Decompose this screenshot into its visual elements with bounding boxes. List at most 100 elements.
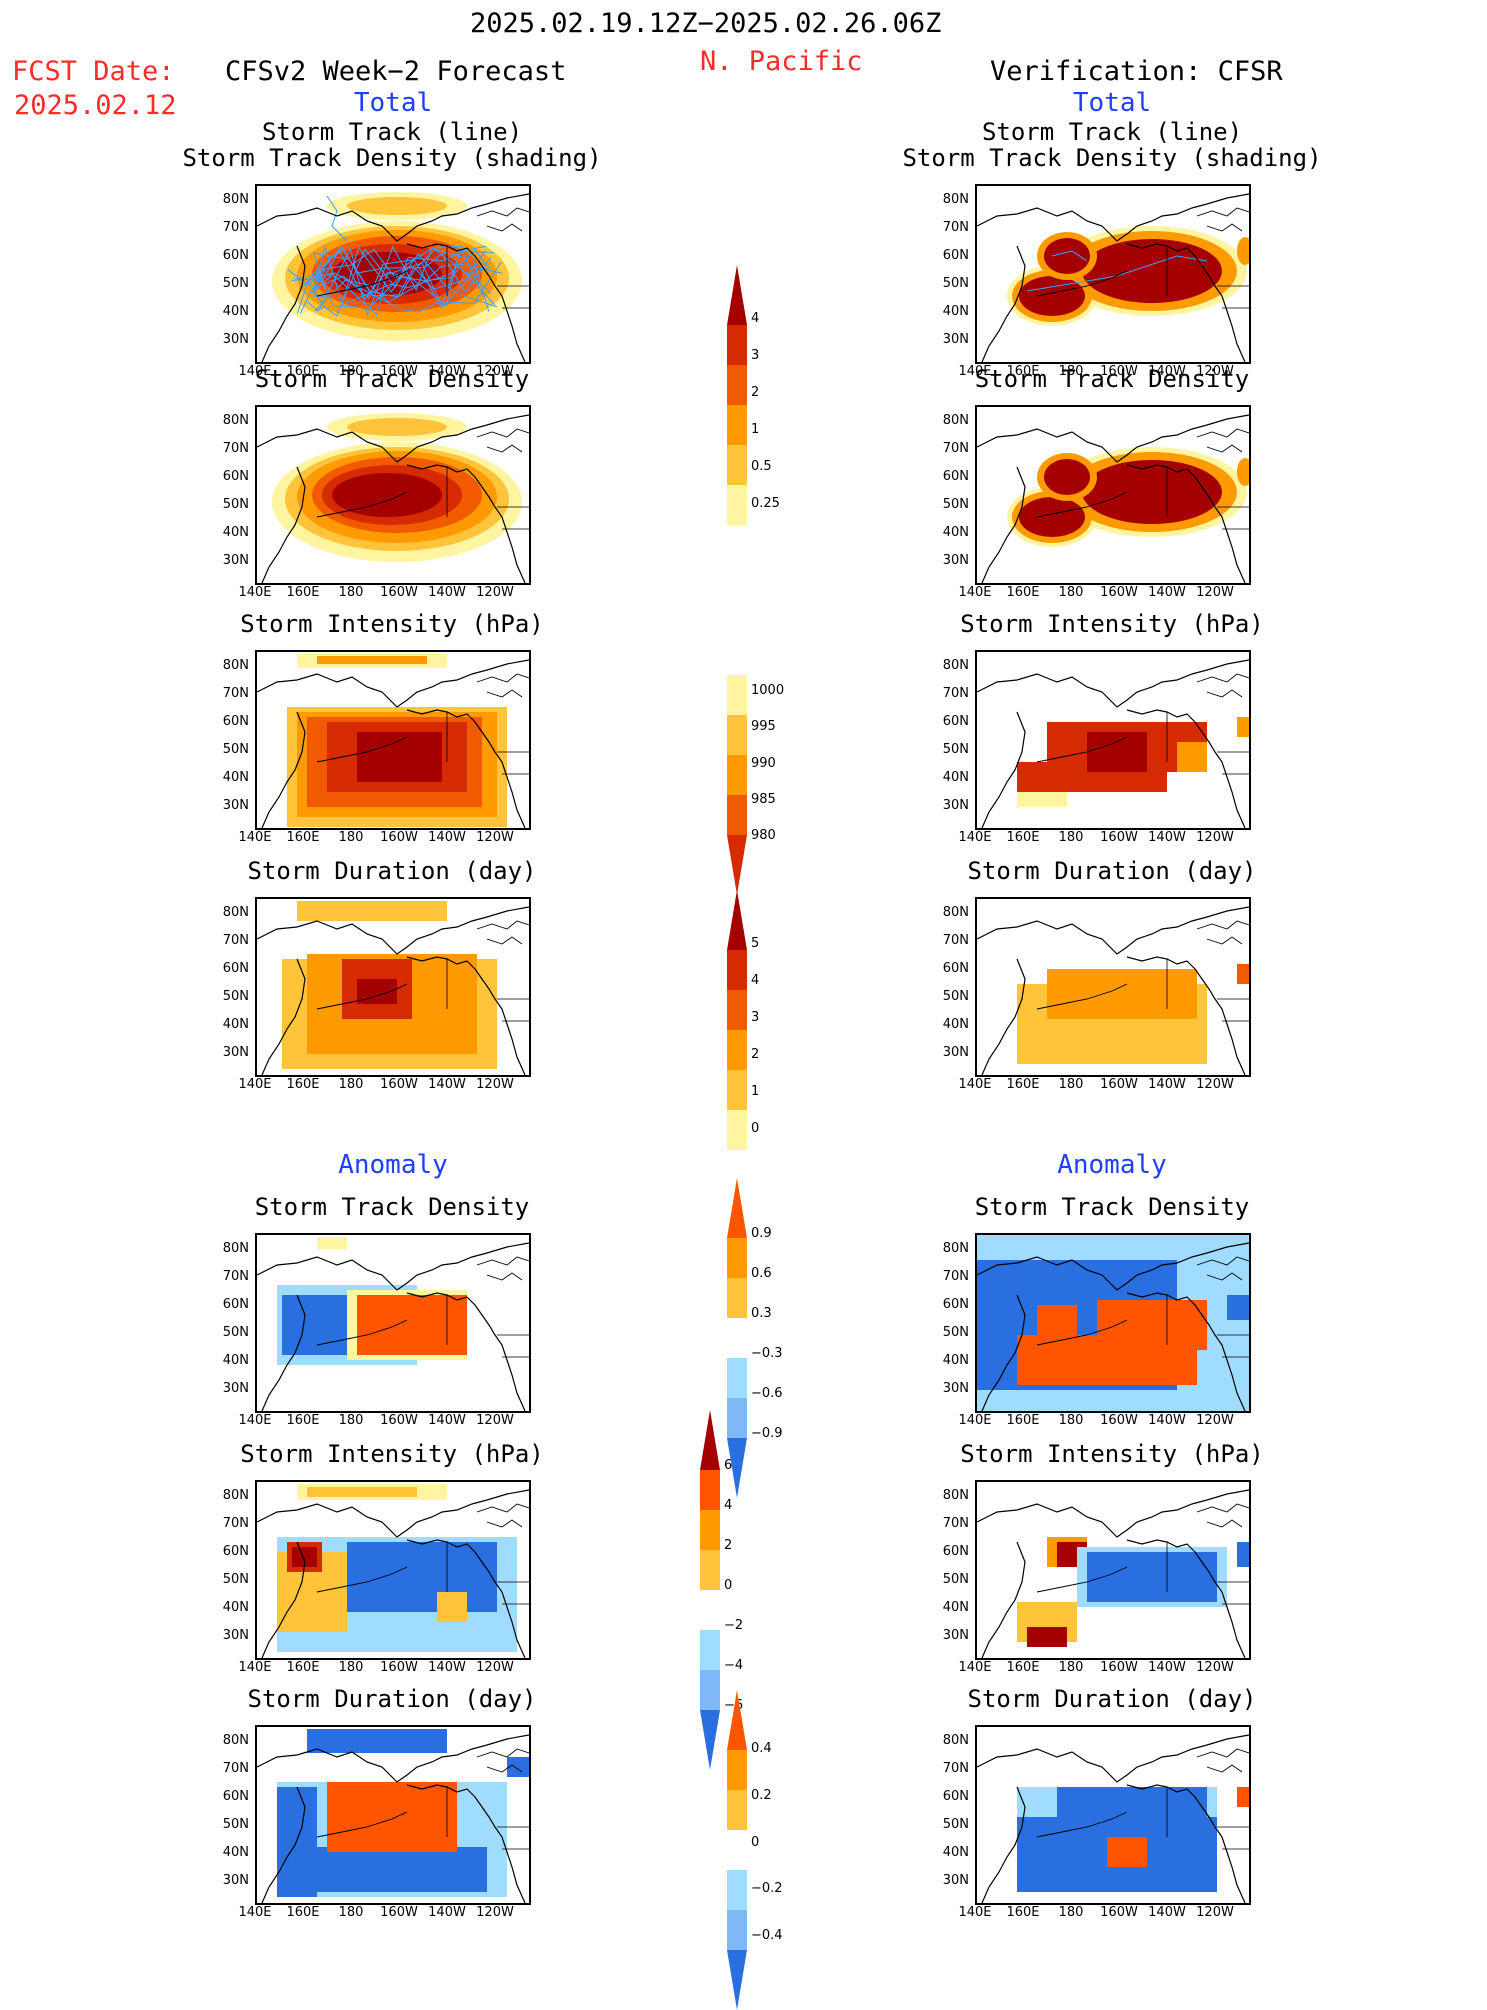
panel-title: Storm Track Density	[882, 365, 1342, 393]
lon-label: 140E	[950, 1905, 1000, 1920]
fcst-date-value: 2025.02.12	[14, 90, 177, 121]
lat-label: 70N	[929, 441, 969, 456]
lon-label: 180	[326, 830, 376, 845]
lon-label: 160W	[374, 830, 424, 845]
verification-density-map	[975, 405, 1251, 585]
colorbar-tick-label: 2	[751, 385, 759, 400]
lat-label: 60N	[209, 961, 249, 976]
colorbar-tick-label: 1	[751, 1084, 759, 1099]
colorbar-tick-label: 0.6	[751, 1266, 772, 1281]
lon-label: 140W	[1142, 830, 1192, 845]
lon-label: 180	[1046, 1660, 1096, 1675]
lat-label: 30N	[209, 553, 249, 568]
lat-label: 60N	[929, 1544, 969, 1559]
lon-label: 160W	[374, 585, 424, 600]
colorbar-tick-label: −0.4	[751, 1928, 783, 1943]
lat-label: 40N	[209, 525, 249, 540]
verification-column-title: Verification: CFSR	[990, 56, 1283, 87]
lat-label: 80N	[209, 192, 249, 207]
lat-label: 80N	[209, 1241, 249, 1256]
panel-title: Storm Duration (day)	[882, 857, 1342, 885]
forecast-column-title: CFSv2 Week−2 Forecast	[225, 56, 566, 87]
panel-subtitle: Storm Track Density (shading)	[162, 144, 622, 172]
date-range-title: 2025.02.19.12Z−2025.02.26.06Z	[470, 8, 941, 39]
lon-label: 160E	[278, 830, 328, 845]
lon-label: 140W	[1142, 1413, 1192, 1428]
lon-label: 120W	[1190, 830, 1240, 845]
lat-label: 30N	[929, 798, 969, 813]
lat-label: 60N	[929, 1297, 969, 1312]
lon-label: 140W	[1142, 1660, 1192, 1675]
panel-title: Storm Intensity (hPa)	[882, 1440, 1342, 1468]
lat-label: 30N	[209, 798, 249, 813]
colorbar-tick-label: 2	[751, 1047, 759, 1062]
lon-label: 180	[326, 585, 376, 600]
lat-label: 60N	[929, 248, 969, 263]
lat-label: 70N	[929, 686, 969, 701]
colorbar-duration	[727, 890, 747, 1170]
map-canvas	[977, 186, 1249, 362]
lat-label: 60N	[209, 714, 249, 729]
lon-label: 160E	[278, 1077, 328, 1092]
verification-anom_density-map	[975, 1233, 1251, 1413]
colorbar-intensity	[727, 655, 747, 895]
map-canvas	[257, 1235, 529, 1411]
colorbar-tick-label: −0.3	[751, 1346, 783, 1361]
lat-label: 30N	[209, 1045, 249, 1060]
lat-label: 80N	[209, 905, 249, 920]
lon-label: 120W	[470, 1413, 520, 1428]
panel-title: Storm Track (line)	[162, 118, 622, 146]
map-canvas	[257, 1727, 529, 1903]
lat-label: 60N	[209, 1544, 249, 1559]
panel-title: Storm Track Density	[882, 1193, 1342, 1221]
verification-anom_intensity-map	[975, 1480, 1251, 1660]
forecast-anom_duration-map	[255, 1725, 531, 1905]
lon-label: 140W	[422, 1077, 472, 1092]
lon-label: 140W	[1142, 1905, 1192, 1920]
lon-label: 160E	[278, 585, 328, 600]
lon-label: 160E	[998, 1413, 1048, 1428]
lon-label: 140W	[422, 830, 472, 845]
lat-label: 40N	[929, 525, 969, 540]
lat-label: 70N	[929, 1516, 969, 1531]
lat-label: 30N	[929, 1873, 969, 1888]
lat-label: 70N	[209, 441, 249, 456]
lon-label: 180	[1046, 585, 1096, 600]
lat-label: 40N	[209, 1017, 249, 1032]
colorbar-tick-label: 0.25	[751, 496, 780, 511]
lat-label: 50N	[929, 742, 969, 757]
lat-label: 50N	[209, 989, 249, 1004]
lat-label: 30N	[209, 1628, 249, 1643]
lat-label: 60N	[209, 469, 249, 484]
map-canvas	[257, 652, 529, 828]
right-total-label: Total	[882, 88, 1342, 118]
lat-label: 40N	[929, 1353, 969, 1368]
forecast-track-map	[255, 184, 531, 364]
lat-label: 50N	[929, 1325, 969, 1340]
lon-label: 160W	[1094, 1413, 1144, 1428]
lat-label: 50N	[209, 497, 249, 512]
lon-label: 160W	[1094, 1077, 1144, 1092]
lat-label: 70N	[209, 1516, 249, 1531]
colorbar-tick-label: 4	[751, 311, 759, 326]
lat-label: 70N	[929, 220, 969, 235]
lon-label: 140E	[230, 1660, 280, 1675]
lat-label: 80N	[929, 413, 969, 428]
lat-label: 70N	[209, 220, 249, 235]
panel-title: Storm Track (line)	[882, 118, 1342, 146]
lon-label: 160W	[374, 1413, 424, 1428]
colorbar-tick-label: 985	[751, 792, 776, 807]
lon-label: 140W	[422, 1413, 472, 1428]
colorbar-tick-label: 4	[751, 973, 759, 988]
lon-label: 160E	[278, 1660, 328, 1675]
lat-label: 30N	[929, 332, 969, 347]
lon-label: 140E	[230, 585, 280, 600]
lon-label: 120W	[470, 1660, 520, 1675]
lon-label: 180	[326, 1660, 376, 1675]
colorbar-tick-label: 0.5	[751, 459, 772, 474]
forecast-anom_intensity-map	[255, 1480, 531, 1660]
lat-label: 50N	[209, 1572, 249, 1587]
lat-label: 50N	[209, 1325, 249, 1340]
right-anomaly-label: Anomaly	[882, 1150, 1342, 1180]
colorbar-tick-label: 990	[751, 756, 776, 771]
